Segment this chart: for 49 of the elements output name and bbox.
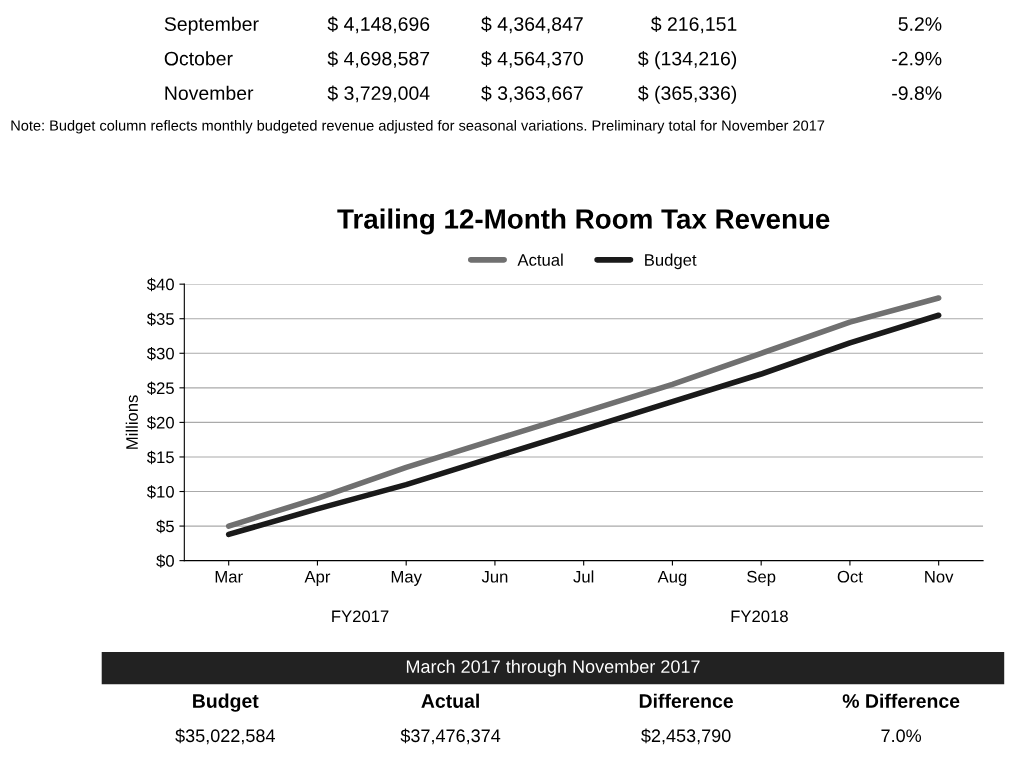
text: March 2017 through November 2017	[406, 659, 700, 677]
y-axis-title: Millions	[125, 395, 138, 449]
x-tick-label: Oct	[837, 570, 863, 583]
y-tick-label: $15	[146, 450, 174, 465]
text: $ (134,216)	[638, 50, 737, 70]
y-tick-label: $30	[146, 346, 174, 361]
y-tick-label: $25	[146, 381, 174, 396]
text: 7.0%	[881, 729, 922, 743]
text: $ 4,564,370	[481, 50, 583, 68]
y-tick-label: $20	[146, 416, 174, 430]
text: October	[164, 51, 233, 66]
x-tick-label: Aug	[657, 570, 687, 586]
x-tick-label: May	[391, 570, 422, 586]
text: Budget	[193, 693, 259, 712]
text: $ 3,363,667	[481, 85, 583, 103]
text: $ 4,698,587	[327, 50, 430, 68]
text: $ (365,336)	[638, 85, 737, 104]
x-tick-label: Jul	[573, 570, 594, 583]
chart-title: Trailing 12-Month Room Tax Revenue	[337, 208, 830, 235]
text: November	[165, 85, 254, 101]
text: $ 216,151	[651, 16, 737, 34]
text: September	[164, 16, 259, 35]
text: FY2017	[332, 610, 389, 623]
text: $37,476,374	[400, 728, 501, 745]
x-tick-label: Apr	[304, 570, 331, 586]
x-tick-label: Mar	[215, 570, 243, 583]
text: Difference	[639, 693, 733, 708]
text: % Difference	[842, 693, 960, 708]
y-tick-label: $10	[146, 485, 174, 499]
text: FY2018	[731, 610, 788, 623]
x-tick-label: Nov	[925, 570, 954, 583]
y-tick-label: $5	[156, 519, 174, 534]
text: 5.2%	[898, 17, 942, 31]
text: $ 3,729,004	[327, 85, 430, 103]
text: Note: Budget column reflects monthly budgeted revenue adjusted for seasonal variations. Preliminary total for November 2017	[11, 119, 825, 134]
y-tick-label: $0	[156, 554, 174, 568]
text: $2,453,790	[641, 728, 731, 745]
text: $ 4,148,696	[327, 16, 430, 34]
text: $ 4,364,847	[481, 16, 583, 34]
text: -2.9%	[892, 51, 942, 66]
y-tick-label: $40	[146, 277, 174, 292]
text: $35,022,584	[175, 728, 275, 745]
legend-label: Budget	[645, 253, 697, 270]
y-tick-label: $35	[146, 312, 174, 326]
text: Actual	[421, 693, 479, 708]
legend-label: Actual	[517, 253, 563, 266]
x-tick-label: Sep	[747, 570, 776, 586]
text: -9.8%	[892, 86, 942, 101]
x-tick-label: Jun	[481, 570, 508, 583]
